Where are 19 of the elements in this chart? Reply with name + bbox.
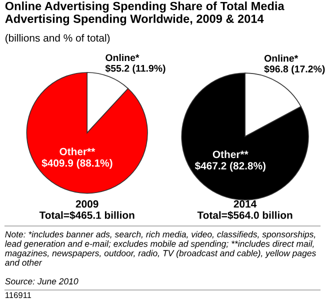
data-label: $409.9 (88.1%) — [42, 158, 112, 169]
text: Total=$465.1 billion — [39, 211, 134, 220]
text: Total=$564.0 billion — [197, 211, 292, 220]
source-note: Source: June 2010 — [5, 278, 78, 284]
text: Note: *includes banner ads, search, rich media, video, classifieds, sponsorships, lead generation and e-mail; excludes mobile ad spending; **includes direct mail, magazines, newspapers, outdoor, radio, TV (broadcast and cable), yellow pages and other — [5, 231, 316, 266]
slice-label: Online* — [264, 54, 298, 62]
slice-label: Other** — [60, 148, 96, 156]
chart-title: Online Advertising Spending Share of Total Media Advertising Spending Worldwide, 2009 & 2014 — [5, 2, 284, 26]
data-label: $467.2 (82.8%) — [194, 162, 266, 172]
slice-label: Online* — [106, 54, 140, 62]
text: 116911 — [6, 292, 32, 298]
data-label: $55.2 (11.9%) — [105, 64, 166, 74]
slice-label: Other** — [212, 150, 248, 158]
chart-subtitle: (billions and % of total) — [6, 34, 110, 44]
data-label: $96.8 (17.2%) — [264, 65, 325, 74]
pie-slice — [26, 72, 148, 194]
text: 2014 — [234, 200, 257, 208]
text: 2009 — [76, 200, 98, 208]
pie-slice — [181, 72, 309, 200]
